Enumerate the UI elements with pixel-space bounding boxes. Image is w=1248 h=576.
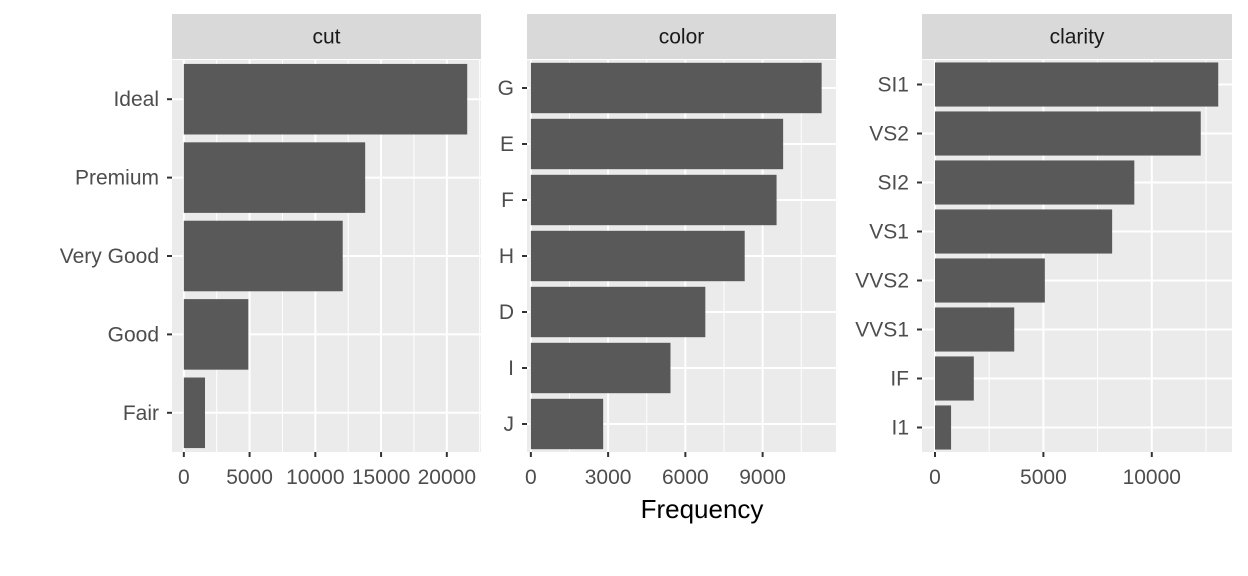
panel-strip [527,14,836,59]
x-tick-label: 5000 [1020,466,1067,489]
panels-layer: cut 0 5000 10000 15000 20000 Ideal Premium Very … [60,14,1232,489]
panel-clarity: clarity 0 5000 10000 SI1 VS2 SI2 VS1 VVS2 VVS1 IF I… [855,14,1232,489]
bar-i [530,342,671,394]
bar-i1 [935,405,952,450]
x-tick-label: 20000 [418,466,476,489]
bar-h [530,230,745,282]
bar-vvs2 [935,258,1045,303]
x-tick-label: 10000 [1123,466,1181,489]
bar-si2 [935,160,1135,205]
bar-if [935,356,974,401]
x-tick-label: 0 [178,466,190,489]
y-tick-label: E [500,133,514,156]
x-tick-label: 0 [525,466,537,489]
y-tick-label: Fair [123,402,159,425]
bar-ideal [183,63,468,135]
bar-g [530,62,822,114]
panel-strip [172,14,481,59]
bar-fair [183,377,206,449]
bar-vs2 [935,111,1201,156]
y-tick-label: SI2 [877,172,909,195]
x-tick-label: 0 [929,466,941,489]
bar-vvs1 [935,307,1015,352]
y-tick-label: J [504,413,515,436]
bar-si1 [935,62,1219,107]
y-tick-label: IF [890,368,909,391]
panel-color: color 0 3000 6000 9000 G E F H D I J [498,14,836,489]
y-tick-label: Premium [75,167,159,190]
x-tick-label: 6000 [662,466,709,489]
y-tick-label: VVS2 [855,270,909,293]
panel-title: cut [312,26,340,49]
x-axis-title: Frequency [641,494,764,524]
y-tick-label: Very Good [60,245,159,268]
bar-good [183,299,249,370]
y-tick-label: D [499,301,514,324]
bar-f [530,174,777,226]
y-tick-label: SI1 [877,74,909,97]
x-tick-label: 9000 [739,466,786,489]
x-tick-label: 3000 [585,466,632,489]
x-tick-label: 15000 [352,466,410,489]
bar-d [530,286,706,338]
y-tick-label: I [508,357,514,380]
x-tick-label: 5000 [226,466,273,489]
bar-j [530,398,604,450]
y-tick-label: Ideal [113,88,159,111]
panel-strip [922,14,1232,59]
panel-cut: cut 0 5000 10000 15000 20000 Ideal Premium Very … [60,14,481,489]
y-tick-label: Good [108,323,159,346]
y-tick-label: G [498,77,514,100]
x-tick-label: 10000 [286,466,344,489]
bar-vs1 [935,209,1113,254]
y-tick-label: H [499,245,514,268]
bar-e [530,118,784,170]
y-tick-label: VS2 [869,123,909,146]
y-tick-label: I1 [891,417,909,440]
y-tick-label: VS1 [869,221,909,244]
panel-title: color [659,26,705,49]
y-tick-label: F [501,189,514,212]
y-tick-label: VVS1 [855,319,909,342]
bar-premium [183,142,366,213]
panel-title: clarity [1050,26,1105,49]
bar-very-good [183,220,343,292]
